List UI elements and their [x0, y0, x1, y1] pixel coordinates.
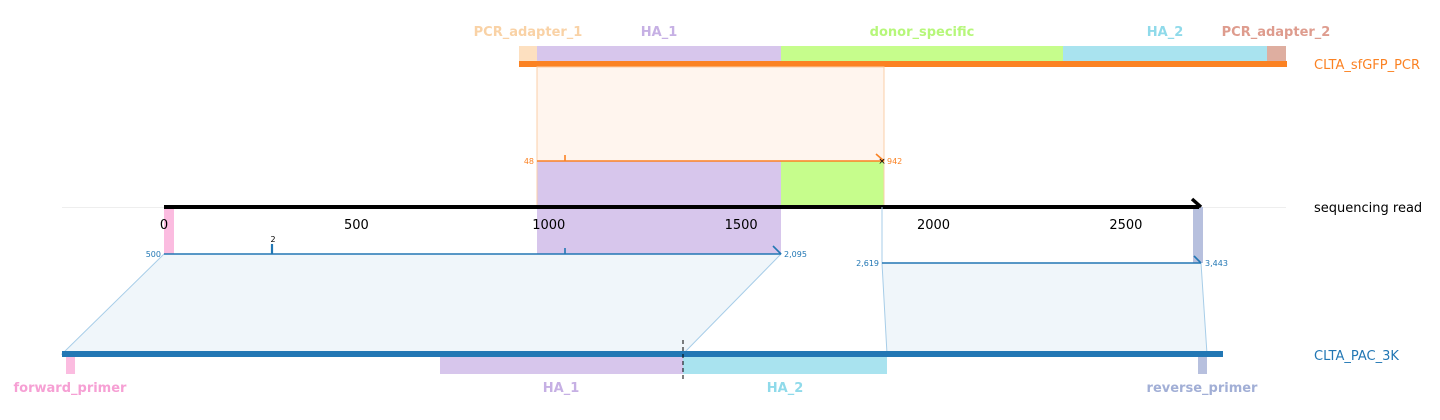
read-axis-tick-label: 0: [160, 218, 168, 233]
donor-specific-block: [781, 46, 1063, 63]
ha-2-label-top: HA_2: [1147, 25, 1184, 40]
pcr-track-line: [519, 61, 1287, 67]
orange-alignment-band: [536, 66, 885, 162]
ha-1-block-top: [537, 46, 781, 63]
blue-alignment-2-end-label: 3,443: [1205, 259, 1228, 268]
pcr-adapter-1-label: PCR_adapter_1: [474, 25, 583, 40]
pac-track-label: CLTA_PAC_3K: [1314, 349, 1399, 364]
forward-primer-projection: [164, 207, 174, 254]
orange-alignment-arrowhead: [875, 153, 885, 162]
ha-1-projection-upper: [537, 161, 781, 207]
blue-alignment-1-arrowhead: [772, 245, 782, 255]
forward-primer-block: [66, 354, 75, 374]
read-axis-tick-label: 500: [344, 218, 369, 233]
read-track-label: sequencing read: [1314, 201, 1422, 216]
donor-specific-label: donor_specific: [870, 25, 975, 40]
orange-alignment: × 48 942: [524, 66, 902, 207]
orange-alignment-start-label: 48: [524, 157, 534, 166]
read-axis-tick-label: 2000: [917, 218, 950, 233]
blue-alignment-1-insertion-label: 2: [270, 235, 275, 244]
blue-alignment-1-end-label: 2,095: [784, 250, 807, 259]
blue-alignment-2-arrowhead: [1193, 255, 1202, 264]
orange-alignment-end-label: 942: [887, 157, 902, 166]
read-axis-ticks: 0 500 1000 1500 2000 2500: [160, 218, 1143, 233]
ha-1-projection-lower: [537, 207, 781, 254]
read-axis-tick-label: 1000: [532, 218, 565, 233]
read-axis: 0 500 1000 1500 2000 2500 sequencing rea…: [62, 197, 1422, 263]
blue-alignment-1-start-label: 500: [146, 250, 161, 259]
pcr-reference: PCR_adapter_1 HA_1 donor_specific HA_2 P…: [474, 25, 1420, 73]
ha-2-label-bottom: HA_2: [767, 381, 804, 396]
pcr-adapter-1-block: [519, 46, 537, 63]
ha-1-label-bottom: HA_1: [543, 381, 580, 396]
blue-alignment-2: 2,619 3,443: [856, 207, 1228, 355]
read-axis-arrowhead: [1190, 197, 1203, 209]
ha-2-block-bottom: [683, 354, 887, 374]
pcr-adapter-2-label: PCR_adapter_2: [1222, 25, 1331, 40]
pac-reference: forward_primer HA_1 HA_2 reverse_primer …: [14, 340, 1399, 396]
blue-alignment-1-band: [60, 253, 783, 355]
ha-1-label-top: HA_1: [641, 25, 678, 40]
read-axis-tick-label: 1500: [725, 218, 758, 233]
blue-alignment-2-band: [881, 262, 1208, 355]
pcr-track-label: CLTA_sfGFP_PCR: [1314, 58, 1420, 73]
reverse-primer-projection: [1193, 207, 1203, 263]
orange-alignment-end-marker: ×: [878, 157, 886, 167]
forward-primer-label: forward_primer: [14, 381, 128, 396]
blue-alignment-2-start-label: 2,619: [856, 259, 879, 268]
ha-1-block-bottom: [440, 354, 683, 374]
donor-specific-projection: [781, 161, 884, 207]
read-axis-tick-label: 2500: [1109, 218, 1142, 233]
pcr-adapter-2-block: [1267, 46, 1286, 63]
reverse-primer-block: [1198, 354, 1207, 374]
reverse-primer-label: reverse_primer: [1147, 381, 1259, 396]
ha-2-block-top: [1063, 46, 1267, 63]
pac-track-line: [62, 351, 1223, 357]
